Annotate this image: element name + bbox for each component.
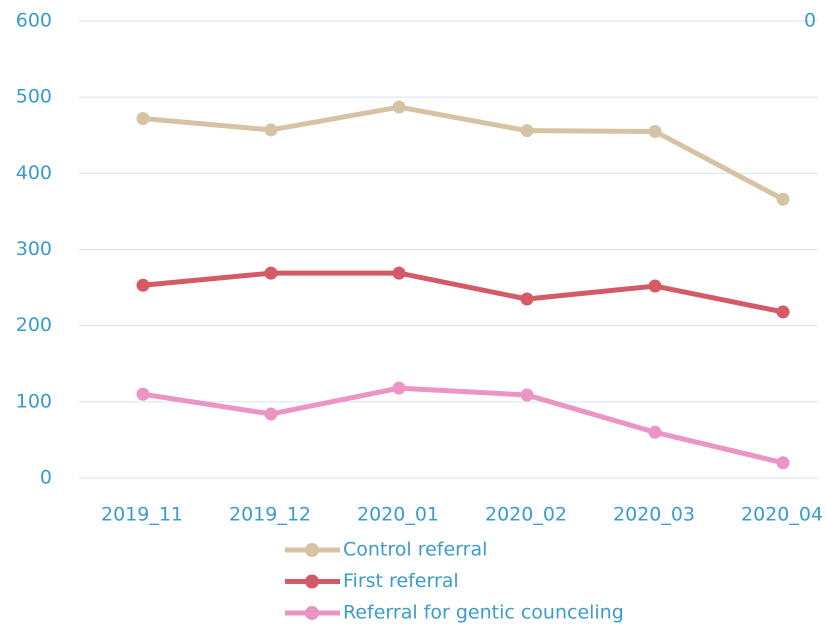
data-point (776, 305, 790, 319)
data-point (136, 387, 150, 401)
data-point (136, 278, 150, 292)
data-point (520, 388, 534, 402)
data-point (648, 279, 662, 293)
x-tick-label: 2020_01 (357, 504, 439, 526)
x-tick-label: 2019_11 (101, 504, 183, 526)
x-tick-label: 2020_02 (485, 504, 567, 526)
y-tick-label: 400 (16, 162, 52, 184)
y-tick-label: 0 (40, 467, 52, 489)
data-point (520, 124, 534, 138)
y-tick-label: 600 (16, 10, 52, 32)
data-point (392, 100, 406, 114)
series-line (142, 104, 785, 202)
legend-label: Control referral (343, 539, 487, 561)
data-point (392, 381, 406, 395)
data-point (520, 292, 534, 306)
data-point (648, 425, 662, 439)
data-point (264, 407, 278, 421)
data-point (776, 456, 790, 470)
legend-marker (305, 543, 319, 557)
data-point (648, 124, 662, 138)
legend-marker (305, 606, 319, 620)
data-point (776, 192, 790, 206)
y-tick-label: 200 (16, 314, 52, 336)
y-tick-label: 300 (16, 238, 52, 260)
x-tick-label: 2020_03 (613, 504, 695, 526)
data-point (264, 123, 278, 137)
y-tick-label: 500 (16, 86, 52, 108)
legend-label: First referral (343, 570, 459, 592)
data-point (136, 111, 150, 125)
y-tick-label: 100 (16, 390, 52, 412)
series-line (142, 385, 784, 466)
legend-label: Referral for gentic counceling (343, 602, 624, 624)
data-point (392, 266, 406, 280)
y2-tick-label: 0 (804, 10, 816, 32)
legend-marker (305, 574, 319, 589)
series-line (142, 270, 784, 315)
x-tick-label: 2020_04 (741, 504, 823, 526)
data-point (264, 266, 278, 280)
x-tick-label: 2019_12 (229, 504, 311, 526)
